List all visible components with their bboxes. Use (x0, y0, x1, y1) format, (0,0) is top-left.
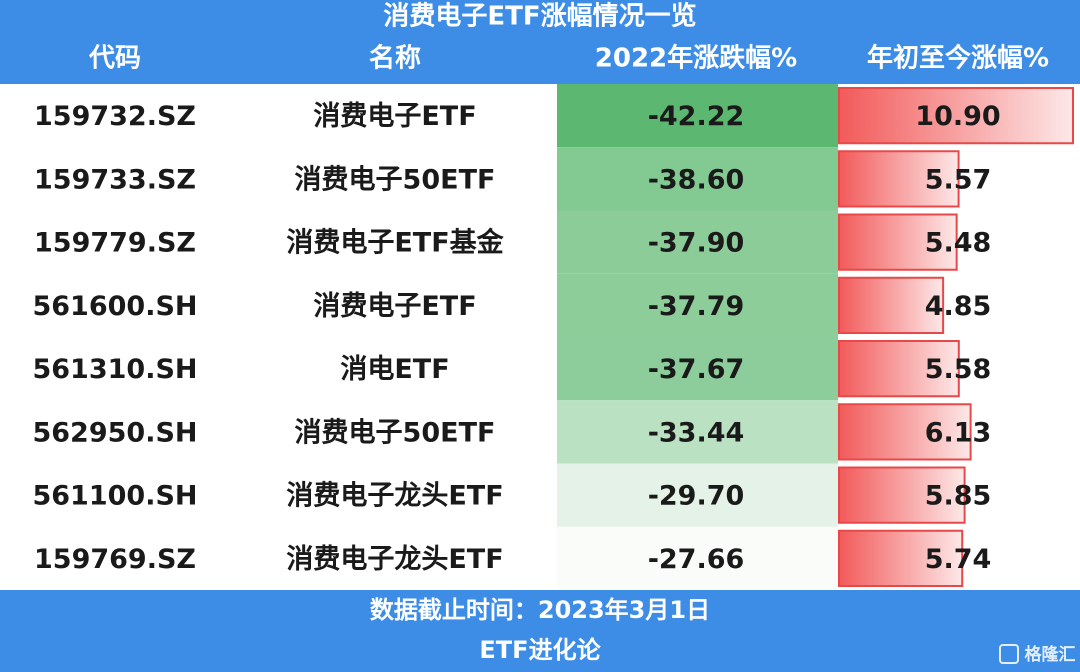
code-cell: 561100.SH (32, 481, 197, 512)
footer-source: ETF进化论 (479, 636, 601, 664)
name-cell: 消电ETF (340, 354, 449, 385)
color-scale-cell (557, 210, 838, 274)
column-header: 年初至今涨幅% (867, 43, 1049, 74)
table-body: 代码 名称 2022年涨跌幅% 年初至今涨幅% 159732.SZ 消费电子ETF -42.… (32, 43, 1074, 590)
name-cell: 消费电子龙头ETF (286, 481, 503, 512)
change-ytd-cell: 6.13 (925, 417, 992, 448)
change-2022-cell: -42.22 (648, 101, 745, 132)
column-header: 代码 (88, 44, 141, 74)
change-ytd-cell: 5.58 (925, 354, 992, 385)
data-bar (838, 340, 960, 398)
name-cell: 消费电子ETF (313, 291, 476, 322)
change-ytd-cell: 5.48 (925, 228, 992, 259)
color-scale-cell (557, 400, 838, 464)
data-bar (838, 466, 966, 524)
code-cell: 159732.SZ (34, 101, 196, 132)
change-2022-cell: -29.70 (648, 481, 745, 512)
color-scale-cell (557, 463, 838, 527)
change-2022-cell: -37.90 (648, 228, 745, 259)
name-cell: 消费电子50ETF (295, 164, 496, 195)
color-scale-cell (557, 337, 838, 401)
change-ytd-cell: 5.74 (925, 544, 992, 575)
change-2022-cell: -37.67 (648, 354, 745, 385)
data-bar (838, 403, 972, 461)
code-cell: 562950.SH (32, 417, 197, 448)
code-cell: 159769.SZ (34, 544, 196, 575)
change-ytd-cell: 5.85 (925, 481, 992, 512)
color-scale-cell (557, 84, 838, 148)
change-ytd-cell: 4.85 (925, 291, 992, 322)
color-scale-cell (557, 147, 838, 211)
header-band (0, 0, 1080, 84)
code-cell: 159779.SZ (34, 228, 196, 259)
change-2022-cell: -33.44 (648, 417, 745, 448)
data-bar (838, 276, 945, 334)
change-2022-cell: -37.79 (648, 291, 745, 322)
name-cell: 消费电子龙头ETF (286, 544, 503, 575)
code-cell: 561600.SH (32, 291, 197, 322)
column-header: 名称 (369, 43, 421, 74)
watermark-logo (999, 644, 1019, 664)
data-bar (838, 87, 1074, 145)
color-scale-cell (557, 273, 838, 337)
data-bar (838, 529, 964, 587)
table-title: 消费电子ETF涨幅情况一览 (383, 2, 696, 32)
name-cell: 消费电子ETF基金 (286, 227, 504, 259)
change-ytd-cell: 5.57 (925, 164, 992, 195)
name-cell: 消费电子ETF (313, 101, 476, 132)
change-ytd-cell: 10.90 (915, 101, 1000, 132)
watermark-text: 格隆汇 (1025, 644, 1076, 665)
data-bar (838, 150, 960, 208)
footer-date: 数据截止时间：2023年3月1日 (370, 596, 710, 624)
data-bar (838, 213, 958, 271)
footer-band (0, 590, 1080, 672)
code-cell: 159733.SZ (34, 164, 196, 195)
change-2022-cell: -27.66 (648, 544, 745, 575)
code-cell: 561310.SH (32, 354, 197, 385)
name-cell: 消费电子50ETF (295, 417, 496, 448)
watermark: 格隆汇 (999, 644, 1076, 665)
column-header: 2022年涨跌幅% (595, 43, 797, 74)
color-scale-cell (557, 526, 838, 590)
change-2022-cell: -38.60 (648, 164, 745, 195)
